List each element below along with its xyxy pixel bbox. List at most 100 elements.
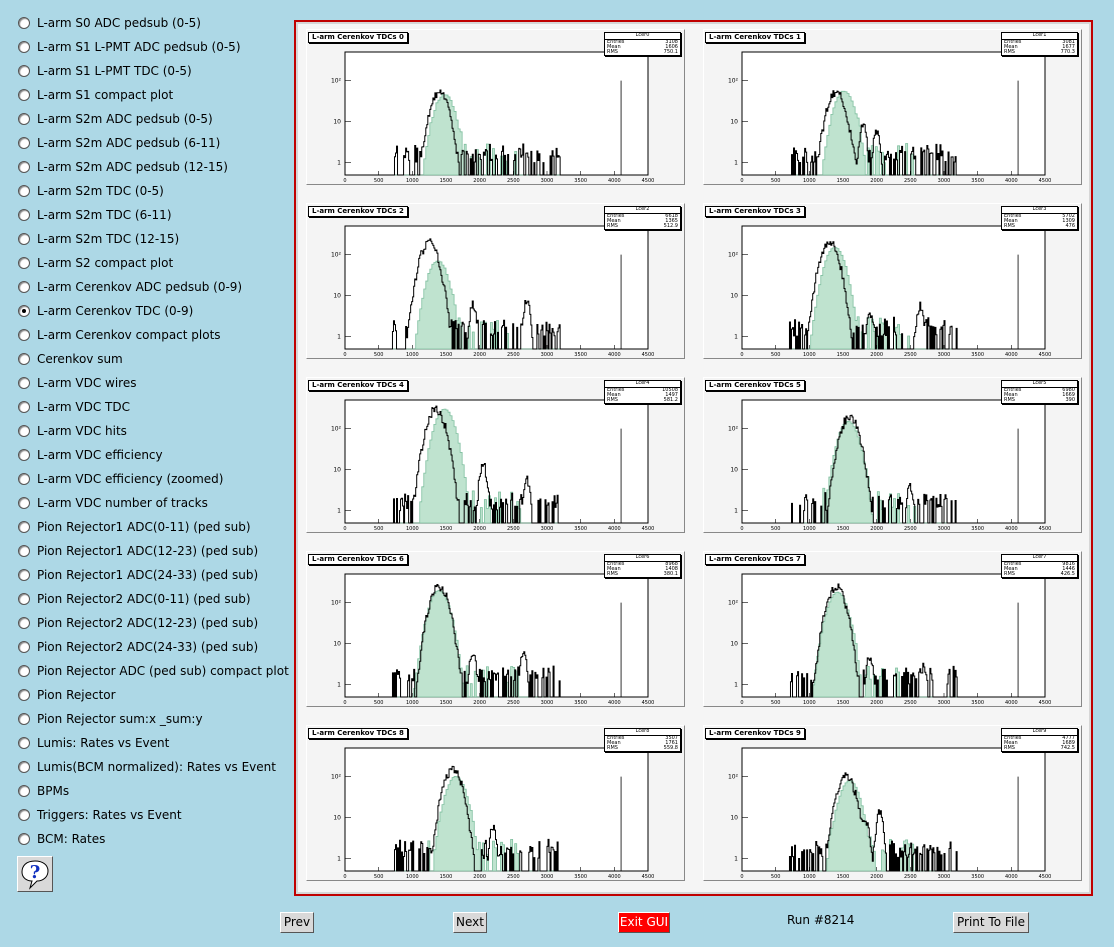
radio-button[interactable] xyxy=(18,305,30,317)
radio-button[interactable] xyxy=(18,41,30,53)
x-tick-label: 3500 xyxy=(971,700,984,706)
radio-button[interactable] xyxy=(18,521,30,533)
radio-button[interactable] xyxy=(18,377,30,389)
y-tick-label: 10² xyxy=(728,426,739,433)
radio-button[interactable] xyxy=(18,17,30,29)
stats-mean: 1677 xyxy=(1062,44,1075,50)
radio-button[interactable] xyxy=(18,209,30,221)
stats-entries-label: Entries xyxy=(1004,561,1022,567)
x-tick-label: 4000 xyxy=(608,874,621,880)
x-tick-label: 2000 xyxy=(473,700,486,706)
menu-item-label: L-arm S1 L-PMT ADC pedsub (0-5) xyxy=(37,40,241,54)
stats-box: Lcer3 Entries 5702 Mean 1309 RMS 476 xyxy=(1001,206,1078,230)
radio-button[interactable] xyxy=(18,425,30,437)
x-tick-label: 1500 xyxy=(440,178,453,184)
histogram-pad-1[interactable]: 1 10 10² 0 500 1000 1500 2000 2500 3000 3500 4000 45… xyxy=(703,29,1082,185)
y-tick-label: 10² xyxy=(331,252,342,259)
stats-entries: 3507 xyxy=(665,735,678,741)
radio-button[interactable] xyxy=(18,689,30,701)
radio-button[interactable] xyxy=(18,569,30,581)
radio-button[interactable] xyxy=(18,449,30,461)
radio-button[interactable] xyxy=(18,473,30,485)
x-tick-label: 500 xyxy=(771,178,781,184)
x-tick-label: 3000 xyxy=(938,178,951,184)
stats-mean: 1446 xyxy=(1062,566,1075,572)
stats-mean: 1408 xyxy=(665,566,678,572)
radio-button[interactable] xyxy=(18,761,30,773)
radio-button[interactable] xyxy=(18,401,30,413)
radio-button[interactable] xyxy=(18,185,30,197)
x-tick-label: 4500 xyxy=(1039,352,1052,358)
radio-button[interactable] xyxy=(18,593,30,605)
radio-button[interactable] xyxy=(18,113,30,125)
x-tick-label: 2500 xyxy=(904,700,917,706)
stats-rms: 770.3 xyxy=(1060,49,1075,55)
radio-button[interactable] xyxy=(18,545,30,557)
stats-entries: 3081 xyxy=(1062,39,1075,45)
radio-button[interactable] xyxy=(18,281,30,293)
histogram-plot: 1 10 10² 0 500 1000 1500 2000 2500 3000 3500 4000 45… xyxy=(728,225,1052,358)
histogram-pad-4[interactable]: 1 10 10² 0 500 1000 1500 2000 2500 3000 3500 4000 45… xyxy=(306,377,685,533)
radio-button[interactable] xyxy=(18,641,30,653)
plot-frame xyxy=(741,51,1046,176)
radio-button[interactable] xyxy=(18,89,30,101)
y-tick-label: 10 xyxy=(333,467,341,474)
histogram-pad-8[interactable]: 1 10 10² 0 500 1000 1500 2000 2500 3000 3500 4000 45… xyxy=(306,725,685,881)
y-tick-label: 10 xyxy=(730,119,738,126)
radio-button[interactable] xyxy=(18,497,30,509)
histogram-pad-6[interactable]: 1 10 10² 0 500 1000 1500 2000 2500 3000 3500 4000 45… xyxy=(306,551,685,707)
histogram-plot: 1 10 10² 0 500 1000 1500 2000 2500 3000 3500 4000 45… xyxy=(331,573,654,706)
histogram-pad-5[interactable]: 1 10 10² 0 500 1000 1500 2000 2500 3000 3500 4000 45… xyxy=(703,377,1082,533)
help-button[interactable]: ? xyxy=(17,856,53,892)
y-tick-label: 10 xyxy=(730,641,738,648)
radio-button[interactable] xyxy=(18,353,30,365)
x-tick-label: 3000 xyxy=(541,178,554,184)
histogram-title: L-arm Cerenkov TDCs 8 xyxy=(308,728,408,739)
stats-entries: 5702 xyxy=(1062,213,1075,219)
radio-button[interactable] xyxy=(18,713,30,725)
prev-button[interactable]: Prev xyxy=(280,912,314,933)
radio-button[interactable] xyxy=(18,233,30,245)
radio-button[interactable] xyxy=(18,737,30,749)
print-to-file-button[interactable]: Print To File xyxy=(953,912,1029,933)
radio-button[interactable] xyxy=(18,665,30,677)
stats-mean-label: Mean xyxy=(1004,566,1018,572)
x-tick-label: 500 xyxy=(374,178,384,184)
menu-item-label: L-arm S1 compact plot xyxy=(37,88,174,102)
histogram-plot: 1 10 10² 0 500 1000 1500 2000 2500 3000 3500 4000 45… xyxy=(331,225,654,358)
x-tick-label: 2500 xyxy=(904,178,917,184)
menu-item-label: L-arm S2m TDC (12-15) xyxy=(37,232,180,246)
radio-button[interactable] xyxy=(18,329,30,341)
radio-button[interactable] xyxy=(18,617,30,629)
y-tick-label: 10 xyxy=(730,467,738,474)
stats-entries-label: Entries xyxy=(607,213,625,219)
x-tick-label: 500 xyxy=(771,352,781,358)
histogram-pad-0[interactable]: 1 10 10² 0 500 1000 1500 2000 2500 3000 3500 4000 45… xyxy=(306,29,685,185)
radio-button[interactable] xyxy=(18,137,30,149)
histogram-pad-7[interactable]: 1 10 10² 0 500 1000 1500 2000 2500 3000 3500 4000 45… xyxy=(703,551,1082,707)
x-tick-label: 4500 xyxy=(642,874,655,880)
radio-button[interactable] xyxy=(18,257,30,269)
radio-button[interactable] xyxy=(18,833,30,845)
exit-gui-button[interactable]: Exit GUI xyxy=(618,912,670,933)
menu-item-label: L-arm S2m TDC (6-11) xyxy=(37,208,172,222)
stats-rms: 390 xyxy=(1065,397,1075,403)
radio-button[interactable] xyxy=(18,65,30,77)
radio-button[interactable] xyxy=(18,785,30,797)
x-tick-label: 4000 xyxy=(608,526,621,532)
x-tick-label: 4500 xyxy=(1039,526,1052,532)
x-tick-label: 1500 xyxy=(440,352,453,358)
next-button[interactable]: Next xyxy=(453,912,487,933)
histogram-pad-9[interactable]: 1 10 10² 0 500 1000 1500 2000 2500 3000 3500 4000 45… xyxy=(703,725,1082,881)
histogram-pad-2[interactable]: 1 10 10² 0 500 1000 1500 2000 2500 3000 3500 4000 45… xyxy=(306,203,685,359)
stats-mean: 1689 xyxy=(1062,740,1075,746)
radio-button[interactable] xyxy=(18,809,30,821)
histogram-menu: L-arm S0 ADC pedsub (0-5) L-arm S1 L-PMT … xyxy=(0,0,290,947)
x-tick-label: 3500 xyxy=(971,526,984,532)
radio-button[interactable] xyxy=(18,161,30,173)
x-tick-label: 2500 xyxy=(507,178,520,184)
stats-name: Lcer9 xyxy=(1002,729,1077,736)
x-tick-label: 1000 xyxy=(803,700,816,706)
histogram-pad-3[interactable]: 1 10 10² 0 500 1000 1500 2000 2500 3000 3500 4000 45… xyxy=(703,203,1082,359)
stats-name: Lcer7 xyxy=(1002,555,1077,562)
